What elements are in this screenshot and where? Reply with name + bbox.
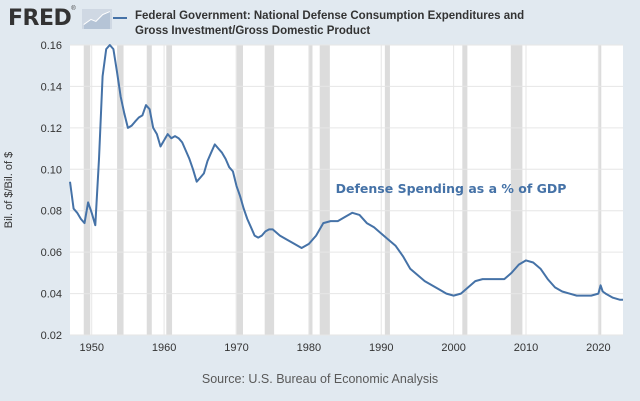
- plot-area: [70, 45, 623, 335]
- tick-labels: 0.02 0.04 0.06 0.08 0.10 0.12 0.14 0.16 1950 1960…: [41, 40, 611, 354]
- recession-band-0: [83, 45, 91, 335]
- recession-bands: [83, 45, 602, 335]
- recession-band-6: [308, 45, 313, 335]
- x-tick-label: 1980: [297, 342, 321, 354]
- grid-lines: [70, 44, 623, 336]
- series-layer: [69, 44, 624, 301]
- recession-band-7: [319, 45, 330, 335]
- x-tick-label: 1950: [79, 342, 103, 354]
- legend-swatch: [113, 17, 127, 19]
- y-tick-label: 0.04: [41, 289, 62, 301]
- recession-band-1: [117, 45, 124, 335]
- recession-band-9: [462, 45, 468, 335]
- logo-text: FRED: [8, 6, 72, 31]
- x-tick-label: 1960: [152, 342, 176, 354]
- y-tick-label: 0.02: [41, 330, 62, 342]
- y-tick-label: 0.08: [41, 206, 62, 218]
- y-tick-label: 0.14: [41, 81, 62, 93]
- logo-registered-mark: ®: [71, 6, 76, 12]
- chart: 0.02 0.04 0.06 0.08 0.10 0.12 0.14 0.16 1950 1960…: [41, 40, 624, 354]
- chart-header: FRED® Federal Government: National Defen…: [0, 0, 640, 44]
- source-note: Source: U.S. Bureau of Economic Analysis: [201, 372, 439, 386]
- fred-logo[interactable]: FRED®: [8, 6, 112, 31]
- chart-annotation: Defense Spending as a % of GDP: [336, 181, 567, 196]
- series-line-0: [69, 44, 623, 301]
- recession-band-8: [384, 45, 390, 335]
- recession-band-5: [264, 45, 275, 335]
- y-tick-label: 0.06: [41, 247, 62, 259]
- recession-band-2: [146, 45, 152, 335]
- recession-band-3: [166, 45, 173, 335]
- x-tick-label: 2020: [586, 342, 610, 354]
- recession-band-10: [510, 45, 523, 335]
- x-tick-label: 1990: [369, 342, 393, 354]
- y-tick-label: 0.12: [41, 123, 62, 135]
- x-tick-label: 2000: [441, 342, 465, 354]
- x-tick-label: 2010: [514, 342, 538, 354]
- legend-label: Federal Government: National Defense Con…: [135, 10, 525, 37]
- x-tick-label: 1970: [224, 342, 248, 354]
- chart-line-icon: [82, 9, 112, 29]
- y-tick-label: 0.10: [41, 164, 62, 176]
- y-tick-label: 0.16: [41, 40, 62, 52]
- recession-band-11: [599, 45, 602, 335]
- recession-band-4: [235, 45, 243, 335]
